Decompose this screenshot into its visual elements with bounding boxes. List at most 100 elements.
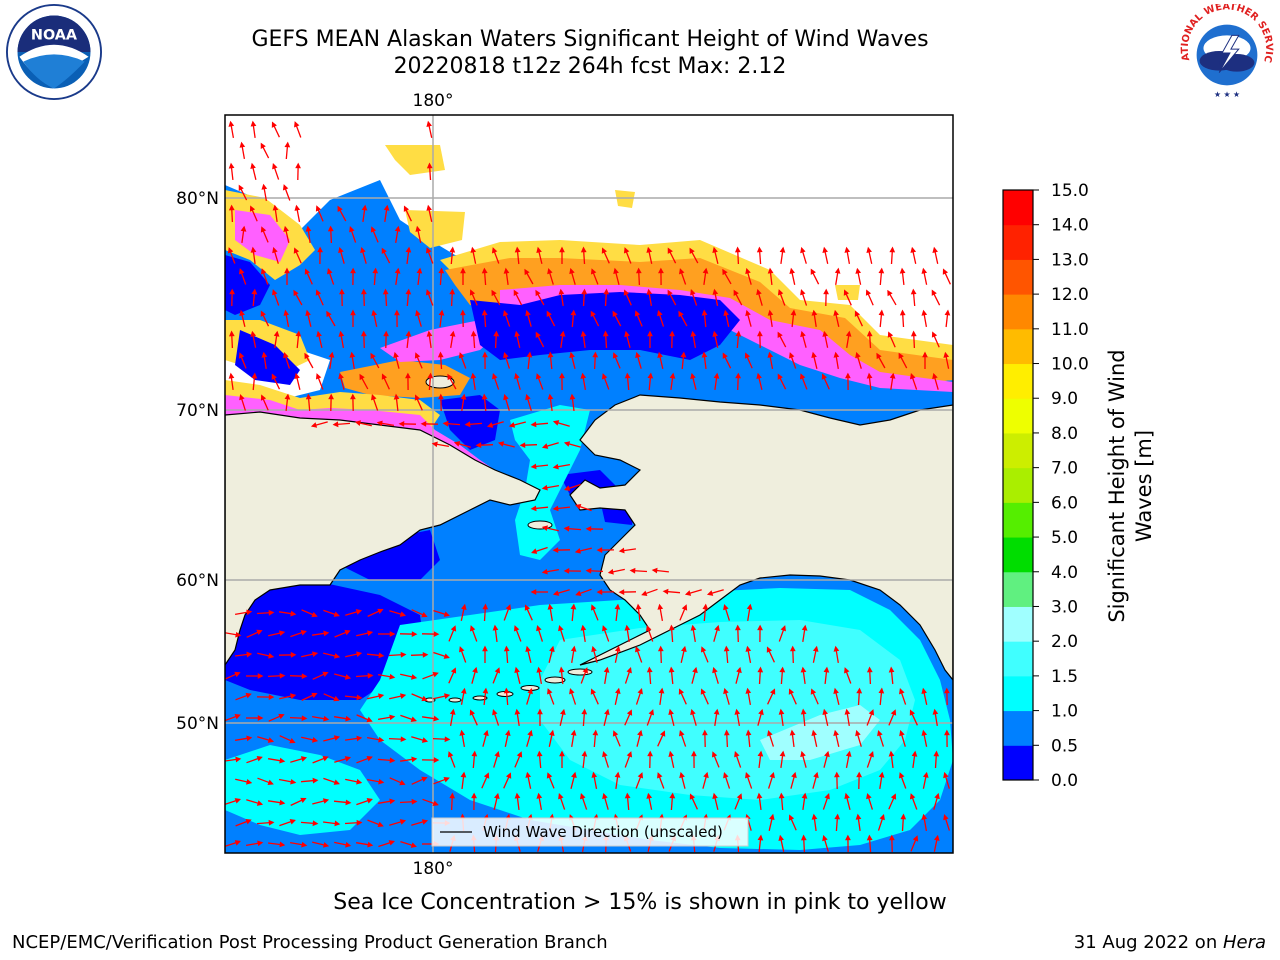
wind-wave-arrowhead [592,351,599,358]
wind-wave-arrowhead [833,687,839,694]
wind-wave-arrowhead [246,779,253,785]
wind-wave-arrowhead [491,247,498,254]
wind-wave-arrowhead [234,671,241,678]
wind-wave-arrowhead [438,309,445,316]
colorbar-segment [1003,328,1033,365]
wind-wave-arrowhead [300,797,307,804]
wind-wave-arrowhead [678,730,685,737]
wind-wave-arrowhead [328,351,335,358]
wind-wave-arrowhead [378,693,385,699]
wind-wave-arrowhead [449,330,456,337]
wind-wave-arrowhead [260,394,267,401]
wind-wave-arrowhead [525,771,532,778]
wind-wave-arrowhead [405,330,412,337]
colorbar-segment [1003,571,1033,607]
wind-wave-arrowhead [426,330,433,337]
wind-wave-arrowhead [290,651,297,658]
wind-wave-arrowhead [527,688,533,695]
wind-wave-arrowhead [367,841,374,848]
wind-wave-arrowhead [311,692,318,699]
wind-wave-arrowhead [414,352,421,359]
wind-wave-arrowhead [315,289,322,296]
wind-wave-arrowhead [571,771,577,778]
wind-wave-arrowhead [563,525,570,532]
wind-wave-arrowhead [370,394,377,401]
lat-label-70: 70°N [176,401,219,421]
wind-wave-arrowhead [581,750,588,757]
wind-wave-arrowhead [823,288,829,295]
wind-wave-arrowhead [290,778,297,785]
colorbar-segment [1003,710,1033,746]
wind-wave-arrowhead [623,247,630,254]
wind-wave-arrowhead [637,688,643,695]
wind-wave-arrowhead [800,289,806,296]
wind-wave-arrowhead [546,310,552,317]
wind-wave-arrowhead [601,247,608,254]
wind-wave-arrowhead [898,688,905,695]
wind-wave-arrowhead [283,352,289,359]
wind-wave-arrowhead [602,330,609,337]
wind-wave-arrowhead [559,246,565,253]
wind-wave-arrowhead [431,441,438,448]
wind-wave-arrowhead [289,818,296,825]
wind-wave-arrowhead [690,289,696,296]
wind-wave-arrowhead [294,204,301,211]
wind-wave-arrowhead [614,603,621,610]
wind-wave-arrowhead [449,288,456,295]
wind-wave-arrowhead [932,246,938,253]
wind-wave-arrowhead [585,526,592,532]
wind-wave-arrowhead [301,841,308,848]
wind-wave-arrowhead [503,645,510,652]
wind-wave-arrowhead [647,372,654,379]
wind-wave-arrowhead [777,289,784,296]
wind-wave-arrowhead [310,422,318,428]
wind-wave-arrowhead [657,645,664,652]
arctic-no-data-region [225,115,953,360]
wind-wave-arrowhead [591,645,597,653]
wind-wave-arrowhead [234,840,241,846]
wind-wave-arrowhead [757,624,763,631]
wind-wave-arrowhead [433,757,440,763]
wind-wave-arrowhead [888,750,895,757]
wind-wave-arrowhead [443,611,450,617]
colorbar-segment [1003,606,1033,642]
wind-wave-arrowhead [304,268,311,275]
wind-wave-arrowhead [624,372,631,379]
wind-wave-arrowhead [766,646,773,653]
wind-wave-arrowhead [537,708,543,715]
wind-wave-arrowhead [744,352,751,359]
wind-wave-arrowhead [745,267,751,275]
wind-wave-arrowhead [900,813,907,820]
nws-logo: NATIONAL WEATHER SERVICE ★ ★ ★ [1178,4,1276,102]
wind-wave-arrowhead [513,625,520,632]
colorbar-segment [1003,259,1033,295]
wind-wave-arrowhead [810,688,817,695]
wind-wave-arrowhead [239,309,245,316]
wind-wave-arrowhead [414,394,421,401]
wind-wave-arrowhead [360,330,367,337]
wind-wave-arrowhead [834,813,841,820]
wind-wave-arrowhead [629,567,636,574]
wind-wave-arrowhead [585,567,592,574]
wind-wave-arrowhead [482,645,488,652]
wind-wave-arrowhead [845,750,852,757]
wind-wave-arrowhead [471,750,478,757]
wind-wave-arrowhead [246,651,253,658]
wind-wave-arrowhead [327,225,334,232]
wind-wave-arrowhead [810,268,816,275]
wind-wave-arrowhead [505,729,511,736]
wind-wave-arrowhead [268,609,275,616]
wind-wave-arrowhead [261,183,268,190]
wind-wave-arrowhead [316,330,322,337]
chart-title: GEFS MEAN Alaskan Waters Significant Hei… [251,27,929,52]
wind-wave-arrowhead [228,162,235,169]
wind-wave-arrowhead [400,651,407,658]
wind-wave-arrowhead [359,373,365,381]
wind-wave-arrowhead [503,393,509,401]
wind-wave-arrowhead [271,121,277,128]
wind-wave-arrowhead [481,267,488,274]
wind-wave-arrowhead [575,590,582,596]
wind-wave-arrowhead [552,547,559,553]
svg-text:★ ★ ★: ★ ★ ★ [1214,90,1240,99]
wind-wave-arrowhead [438,393,444,400]
